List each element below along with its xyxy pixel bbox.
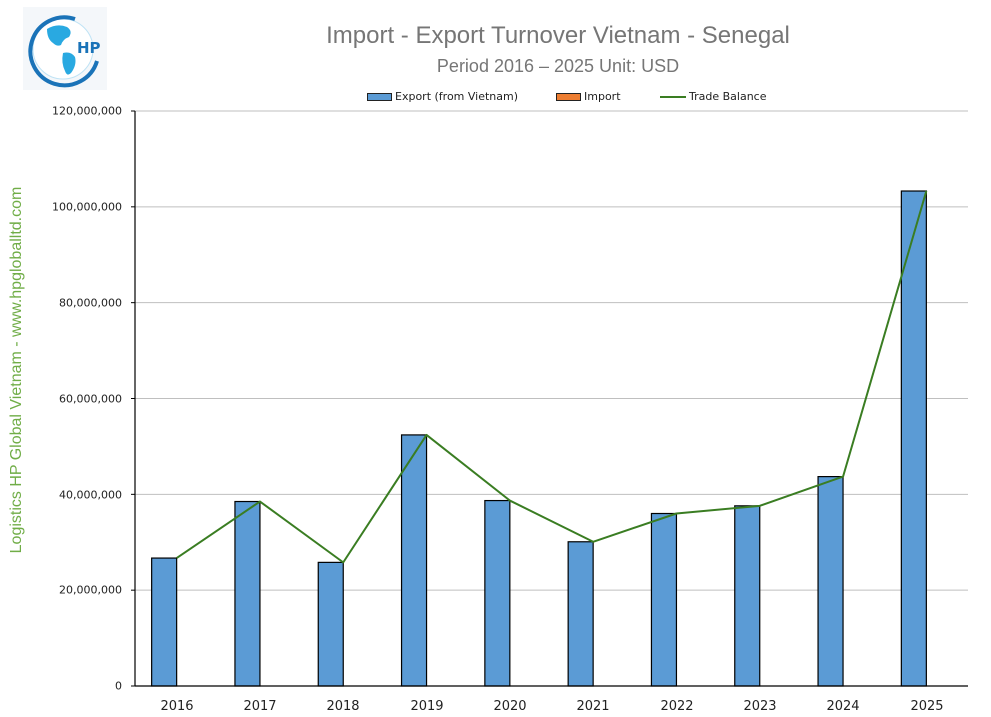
export-bar [151,557,178,687]
legend-item-trade-balance: Trade Balance [660,90,766,103]
export-bar [567,541,594,687]
legend-label: Import [584,90,621,103]
y-tick-label: 80,000,000 [59,296,122,310]
export-bar [900,190,927,687]
chart-subtitle: Period 2016 – 2025 Unit: USD [436,56,680,76]
export-bar [484,499,511,687]
y-tick-label: 0 [115,679,122,693]
export-bar [400,434,428,687]
x-tick-label: 2021 [576,699,610,714]
import-swatch-icon [556,92,581,101]
y-tick-label: 40,000,000 [59,488,122,501]
x-tick-label: 2017 [243,699,277,714]
x-tick-label: 2016 [160,699,194,714]
x-tick-label: 2020 [493,699,527,714]
export-bar [650,512,678,687]
x-tick-label: 2025 [910,699,944,714]
x-tick-label: 2018 [326,699,360,714]
export-bar [734,505,761,687]
y-tick-label: 20,000,000 [59,583,122,597]
y-tick-label: 120,000,000 [52,104,122,118]
chart-legend: Export (from Vietnam) Import Trade Balan… [0,90,991,106]
legend-item-import: Import [556,90,621,103]
export-swatch-icon [367,92,392,101]
x-tick-label: 2023 [743,699,777,714]
y-tick-label: 100,000,000 [52,200,122,214]
chart-title: Import - Export Turnover Vietnam - Seneg… [326,22,790,49]
svg-text:HP: HP [77,39,101,57]
x-tick-label: 2022 [660,699,694,714]
legend-label: Trade Balance [689,90,767,103]
globe-logo-icon: HP [23,7,107,90]
export-bar [817,476,844,687]
trade-balance-line [176,190,928,564]
export-bar [234,500,261,687]
hp-global-logo: HP [23,7,107,90]
x-tick-label: 2019 [410,699,444,714]
export-bar [317,561,344,687]
x-tick-label: 2024 [826,699,860,714]
legend-label: Export (from Vietnam) [395,90,519,103]
y-tick-label: 60,000,000 [59,392,122,406]
legend-item-export: Export (from Vietnam) [367,90,518,103]
trade-balance-line-icon [660,95,686,98]
